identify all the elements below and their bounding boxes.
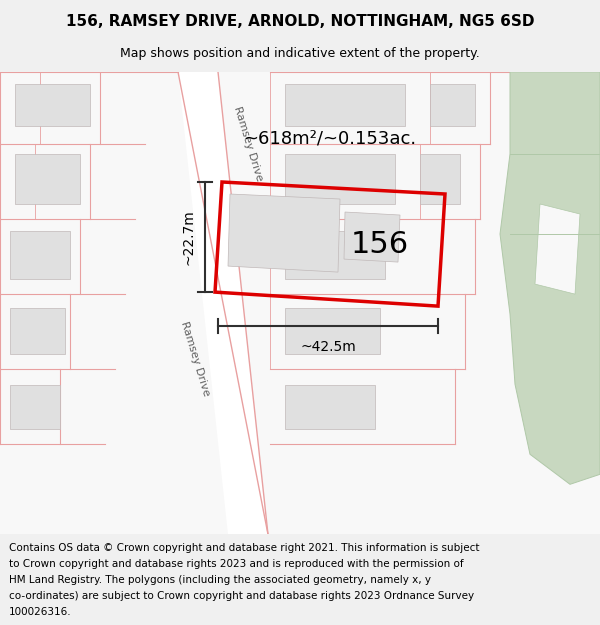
Text: 100026316.: 100026316.: [9, 607, 71, 617]
Text: co-ordinates) are subject to Crown copyright and database rights 2023 Ordnance S: co-ordinates) are subject to Crown copyr…: [9, 591, 474, 601]
Bar: [285, 154, 395, 204]
Text: Map shows position and indicative extent of the property.: Map shows position and indicative extent…: [120, 48, 480, 61]
Bar: [285, 385, 375, 429]
Polygon shape: [178, 72, 268, 534]
Text: Contains OS data © Crown copyright and database right 2021. This information is : Contains OS data © Crown copyright and d…: [9, 543, 479, 554]
Text: to Crown copyright and database rights 2023 and is reproduced with the permissio: to Crown copyright and database rights 2…: [9, 559, 464, 569]
Bar: [10, 385, 60, 429]
Bar: [420, 154, 460, 204]
Polygon shape: [344, 212, 400, 262]
Text: Ramsey Drive: Ramsey Drive: [232, 106, 264, 182]
Polygon shape: [228, 194, 340, 272]
Bar: [15, 84, 90, 126]
Bar: [285, 84, 405, 126]
Bar: [10, 308, 65, 354]
Text: 156, RAMSEY DRIVE, ARNOLD, NOTTINGHAM, NG5 6SD: 156, RAMSEY DRIVE, ARNOLD, NOTTINGHAM, N…: [66, 14, 534, 29]
Text: ~22.7m: ~22.7m: [181, 209, 195, 265]
Text: ~618m²/~0.153ac.: ~618m²/~0.153ac.: [244, 130, 416, 148]
Polygon shape: [535, 204, 580, 294]
Polygon shape: [500, 72, 600, 484]
Bar: [285, 308, 380, 354]
Bar: [15, 154, 80, 204]
Bar: [10, 231, 70, 279]
Text: HM Land Registry. The polygons (including the associated geometry, namely x, y: HM Land Registry. The polygons (includin…: [9, 575, 431, 585]
Text: 156: 156: [351, 229, 409, 259]
Text: Ramsey Drive: Ramsey Drive: [179, 321, 211, 398]
Bar: [430, 84, 475, 126]
Text: ~42.5m: ~42.5m: [300, 340, 356, 354]
Bar: [285, 231, 385, 279]
